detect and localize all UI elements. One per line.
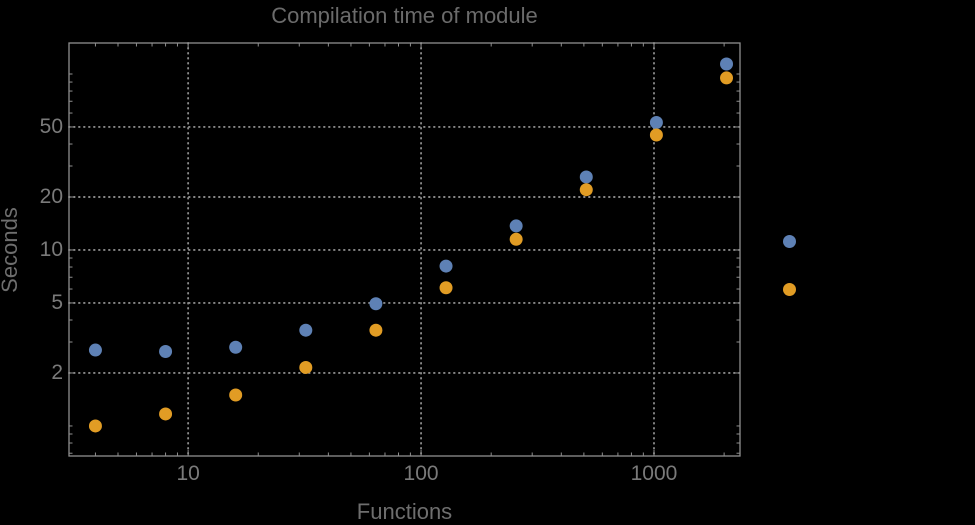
data-point-blue	[720, 57, 734, 71]
data-point-blue	[649, 116, 663, 130]
data-point-orange	[720, 71, 734, 85]
data-point-blue	[439, 259, 453, 273]
data-point-orange	[159, 407, 173, 421]
x-tick-label: 10	[176, 462, 200, 485]
data-point-orange	[88, 419, 102, 433]
data-point-blue	[299, 323, 313, 337]
data-point-orange	[299, 360, 313, 374]
data-point-blue	[509, 219, 523, 233]
legend-marker-blue	[783, 234, 796, 248]
x-tick-label: 1000	[630, 462, 678, 485]
data-point-orange	[509, 232, 523, 246]
y-tick-label: 50	[39, 114, 63, 138]
x-tick-label: 100	[403, 462, 439, 485]
data-point-blue	[229, 340, 243, 354]
data-point-blue	[369, 297, 383, 311]
data-point-orange	[369, 323, 383, 337]
data-point-orange	[649, 128, 663, 142]
data-point-blue	[159, 344, 173, 358]
data-point-orange	[579, 183, 593, 197]
data-point-blue	[88, 343, 102, 357]
data-point-orange	[229, 388, 243, 402]
y-tick-label: 10	[39, 237, 63, 261]
data-point-orange	[439, 281, 453, 295]
y-tick-label: 2	[51, 360, 63, 384]
legend-marker-orange	[783, 282, 796, 296]
y-tick-label: 20	[39, 184, 63, 208]
data-point-blue	[579, 170, 593, 184]
chart-title: Compilation time of module	[271, 3, 538, 28]
y-tick-label: 5	[51, 290, 63, 314]
x-axis-title: Functions	[356, 499, 453, 524]
